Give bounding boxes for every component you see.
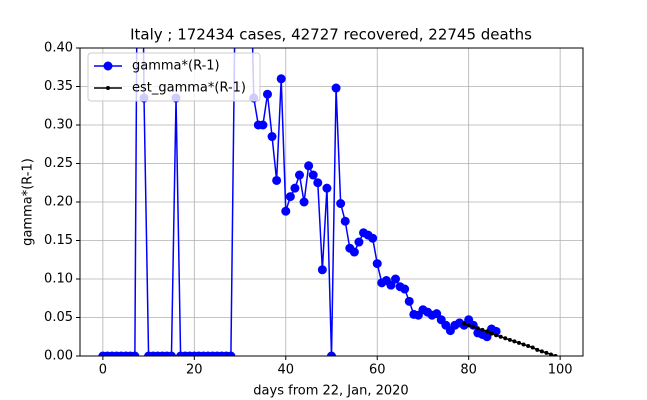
legend-marker — [106, 86, 110, 90]
data-point — [304, 161, 314, 171]
data-point — [475, 326, 480, 331]
x-tick-label: 100 — [548, 363, 573, 378]
data-point — [262, 89, 272, 99]
data-point — [294, 170, 304, 180]
data-point — [368, 233, 378, 243]
data-point — [349, 247, 359, 257]
data-point — [484, 329, 489, 334]
data-point — [130, 351, 140, 356]
legend-label: est_gamma*(R-1) — [132, 81, 246, 96]
data-point — [404, 296, 414, 306]
y-tick-label: 0.10 — [44, 272, 73, 287]
data-point — [466, 323, 471, 328]
data-point — [507, 337, 512, 342]
data-point — [313, 178, 323, 188]
data-point — [258, 120, 268, 130]
y-tick-label: 0.30 — [44, 118, 73, 133]
data-point — [281, 206, 291, 216]
y-tick-label: 0.40 — [44, 41, 73, 56]
data-point — [544, 350, 549, 355]
y-tick-label: 0.20 — [44, 195, 73, 210]
data-point — [272, 175, 282, 185]
data-point — [491, 326, 501, 336]
data-point — [503, 336, 508, 341]
data-point — [267, 132, 277, 142]
legend-marker — [103, 61, 113, 71]
data-point — [285, 192, 295, 202]
data-point — [386, 280, 396, 290]
y-tick-label: 0.05 — [44, 310, 73, 325]
data-point — [276, 74, 286, 84]
data-point — [482, 332, 492, 342]
data-point — [290, 183, 300, 193]
data-point — [400, 284, 410, 294]
data-point — [494, 333, 499, 338]
data-point — [516, 340, 521, 345]
data-point — [317, 265, 327, 275]
legend-label: gamma*(R-1) — [132, 59, 220, 74]
data-point — [489, 331, 494, 336]
data-point — [480, 327, 485, 332]
x-tick-label: 20 — [186, 363, 203, 378]
chart-title: Italy ; 172434 cases, 42727 recovered, 2… — [130, 26, 532, 44]
data-point — [226, 351, 236, 356]
y-tick-label: 0.00 — [44, 349, 73, 364]
data-point — [322, 183, 332, 193]
data-point — [299, 197, 309, 207]
data-point — [498, 334, 503, 339]
x-tick-label: 0 — [99, 363, 107, 378]
x-tick-label: 80 — [460, 363, 477, 378]
data-point — [462, 321, 467, 326]
axes-frame — [79, 47, 584, 357]
data-point — [539, 349, 544, 354]
x-tick-label: 40 — [277, 363, 294, 378]
data-point — [331, 83, 341, 93]
data-point — [535, 347, 540, 352]
data-point — [530, 345, 535, 350]
x-axis-label: days from 22, Jan, 2020 — [253, 384, 408, 399]
y-tick-label: 0.15 — [44, 233, 73, 248]
legend-box — [87, 52, 261, 102]
data-point — [372, 259, 382, 269]
data-point — [354, 237, 364, 247]
y-axis-label: gamma*(R-1) — [21, 158, 36, 246]
data-point — [526, 343, 531, 348]
data-point — [340, 216, 350, 226]
data-point — [521, 342, 526, 347]
data-point — [308, 170, 318, 180]
data-point — [432, 309, 442, 319]
data-point — [336, 199, 346, 209]
data-point — [391, 274, 401, 284]
data-point — [327, 351, 336, 356]
data-point — [166, 351, 176, 356]
x-tick-label: 60 — [369, 363, 386, 378]
y-tick-label: 0.35 — [44, 79, 73, 94]
data-point — [512, 339, 517, 344]
plot-area — [98, 48, 558, 356]
data-point — [548, 352, 553, 356]
data-point — [471, 324, 476, 329]
y-tick-label: 0.25 — [44, 156, 73, 171]
